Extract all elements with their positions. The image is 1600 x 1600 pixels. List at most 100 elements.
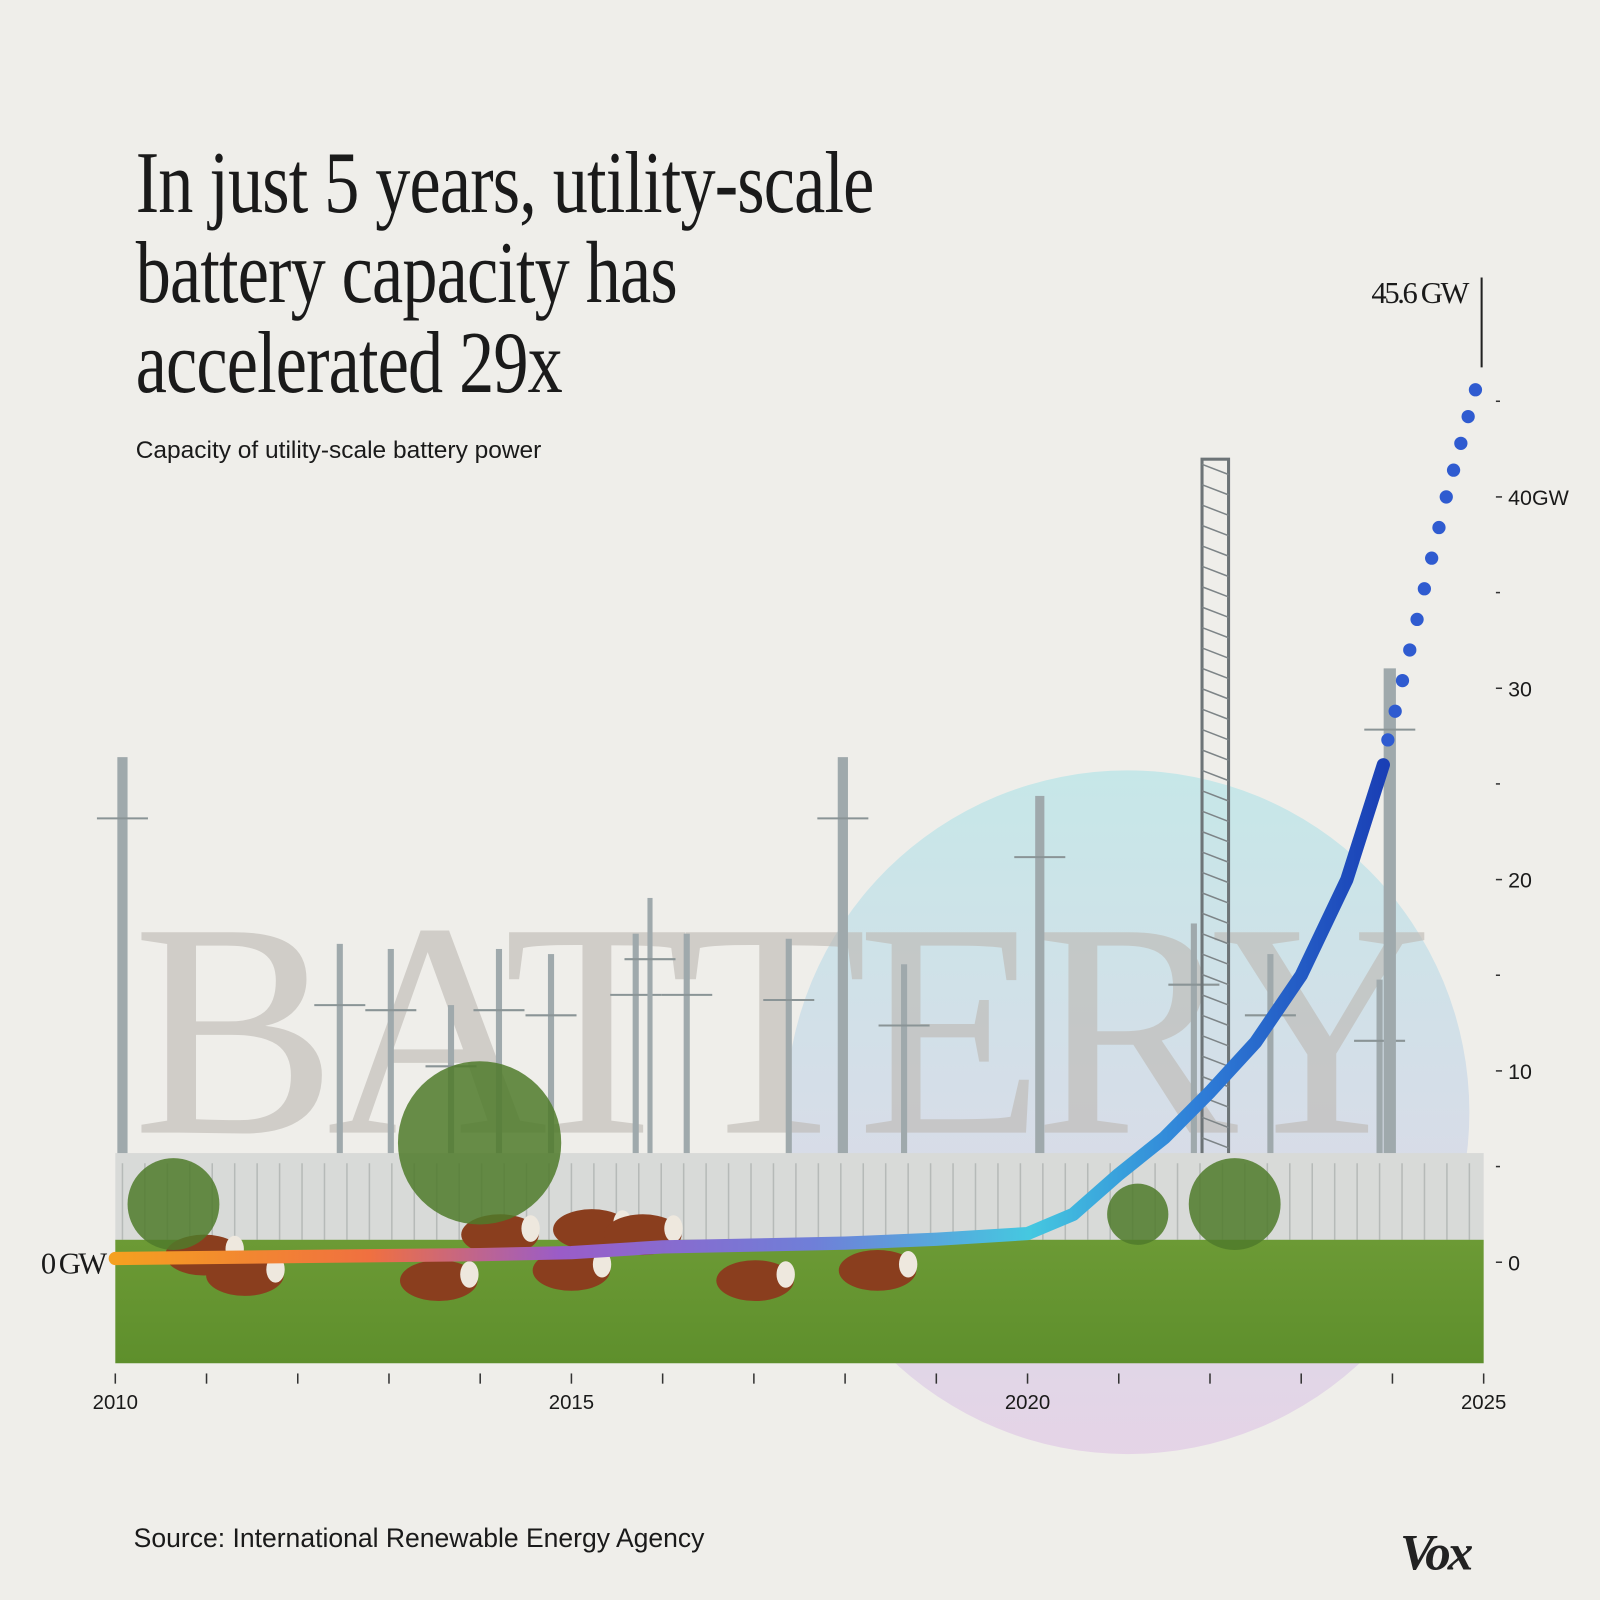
projection-dot	[1454, 436, 1468, 450]
title-line: battery capacity has	[135, 223, 678, 322]
tower-lattice	[1201, 463, 1229, 476]
projection-dot	[1461, 409, 1475, 424]
tower-lattice	[1201, 892, 1229, 904]
pylon	[632, 933, 639, 1169]
tower-lattice	[1201, 851, 1229, 863]
tower-lattice	[1201, 871, 1229, 884]
tower-lattice	[1201, 790, 1229, 802]
tower-lattice	[1201, 667, 1229, 680]
pylon	[1383, 668, 1396, 1169]
page-title: In just 5 years, utility-scale battery c…	[135, 133, 875, 412]
tower-lattice	[1201, 932, 1229, 945]
pylon	[117, 757, 128, 1169]
tower-lattice	[1201, 1055, 1229, 1068]
watermark-text: BATTERY	[133, 861, 1427, 1200]
x-tick-label: 2015	[549, 1392, 594, 1414]
tree	[1107, 1183, 1169, 1245]
source-note: Source: International Renewable Energy A…	[133, 1522, 705, 1554]
cow	[716, 1260, 794, 1302]
x-tick-label: 2010	[93, 1392, 138, 1414]
pylon	[647, 897, 653, 1169]
cow-face	[521, 1215, 540, 1242]
tree	[127, 1158, 220, 1250]
projection-dot	[1417, 582, 1431, 596]
projection-dot	[1425, 551, 1439, 565]
tower-lattice	[1201, 626, 1229, 639]
capacity-line	[108, 758, 1390, 1266]
tower-lattice	[1201, 1137, 1229, 1149]
tower-lattice	[1201, 504, 1229, 517]
tower-lattice	[1201, 1014, 1229, 1027]
cow	[838, 1249, 917, 1291]
y-tick-label: 0	[1508, 1251, 1520, 1275]
pylon	[387, 948, 394, 1169]
tower-lattice	[1201, 647, 1229, 659]
pylon	[683, 933, 690, 1169]
pylon	[547, 954, 555, 1169]
tower-lattice	[1201, 769, 1229, 782]
x-tick-label: 2025	[1461, 1392, 1506, 1414]
pylon	[495, 948, 503, 1169]
pylon	[1376, 979, 1383, 1169]
subtitle: Capacity of utility-scale battery power	[135, 436, 542, 465]
tower-lattice	[1201, 830, 1229, 843]
projection-dot	[1410, 612, 1424, 627]
projection-dot	[1446, 463, 1461, 477]
tower-lattice	[1201, 973, 1229, 986]
tower-lattice	[1201, 1116, 1229, 1129]
pylon	[1190, 923, 1197, 1169]
x-tick-label: 2020	[1005, 1392, 1050, 1414]
cow	[461, 1214, 539, 1256]
tower-lattice	[1201, 606, 1229, 619]
projection-dot	[1388, 704, 1402, 718]
tower-lattice	[1201, 953, 1229, 965]
pylon	[1267, 954, 1274, 1169]
projection-dot	[1381, 733, 1395, 747]
pylon	[901, 964, 908, 1169]
vox-logo: Vox	[1399, 1523, 1473, 1581]
cow	[399, 1260, 478, 1302]
projection-dot	[1395, 673, 1410, 688]
tree	[1188, 1158, 1281, 1250]
cow	[532, 1249, 611, 1291]
title-line: accelerated 29x	[135, 313, 563, 412]
cows	[127, 1061, 1281, 1302]
tower-lattice	[1201, 545, 1229, 557]
cow	[206, 1255, 284, 1296]
pylon	[336, 943, 343, 1169]
pylon	[1035, 795, 1045, 1169]
y-tick-label: 20	[1508, 869, 1532, 893]
end-value-label: 45.6 GW	[1371, 276, 1469, 310]
projection-dot	[1439, 490, 1453, 504]
tower-lattice	[1201, 524, 1229, 537]
cow-face	[664, 1215, 683, 1242]
tower-lattice	[1201, 749, 1229, 761]
pylon	[837, 757, 848, 1169]
cow-face	[460, 1261, 479, 1288]
tower-lattice	[1201, 565, 1229, 578]
tower-lattice	[1201, 586, 1229, 598]
tree	[397, 1061, 562, 1225]
y-tick-label: 10	[1508, 1060, 1532, 1084]
tower-lattice	[1201, 708, 1229, 721]
background-photo: BATTERY	[96, 457, 1484, 1455]
tower-lattice	[1201, 728, 1229, 741]
cow-face	[898, 1251, 918, 1278]
cow-face	[776, 1261, 795, 1288]
tower-lattice	[1201, 912, 1229, 925]
projection-dot	[1403, 643, 1417, 657]
tower-lattice	[1201, 688, 1229, 700]
y-tick-label: 40GW	[1508, 486, 1569, 510]
pylon	[785, 938, 792, 1169]
tower-lattice	[1201, 994, 1229, 1006]
projection-dot	[1468, 383, 1483, 397]
title-line: In just 5 years, utility-scale	[135, 133, 875, 232]
zero-gw-label: 0 GW	[41, 1246, 107, 1280]
y-tick-label: 30	[1508, 677, 1532, 701]
projection-dot	[1432, 520, 1446, 535]
tower-lattice	[1201, 483, 1229, 496]
tower-lattice	[1201, 1034, 1229, 1047]
tower-lattice	[1201, 810, 1229, 823]
